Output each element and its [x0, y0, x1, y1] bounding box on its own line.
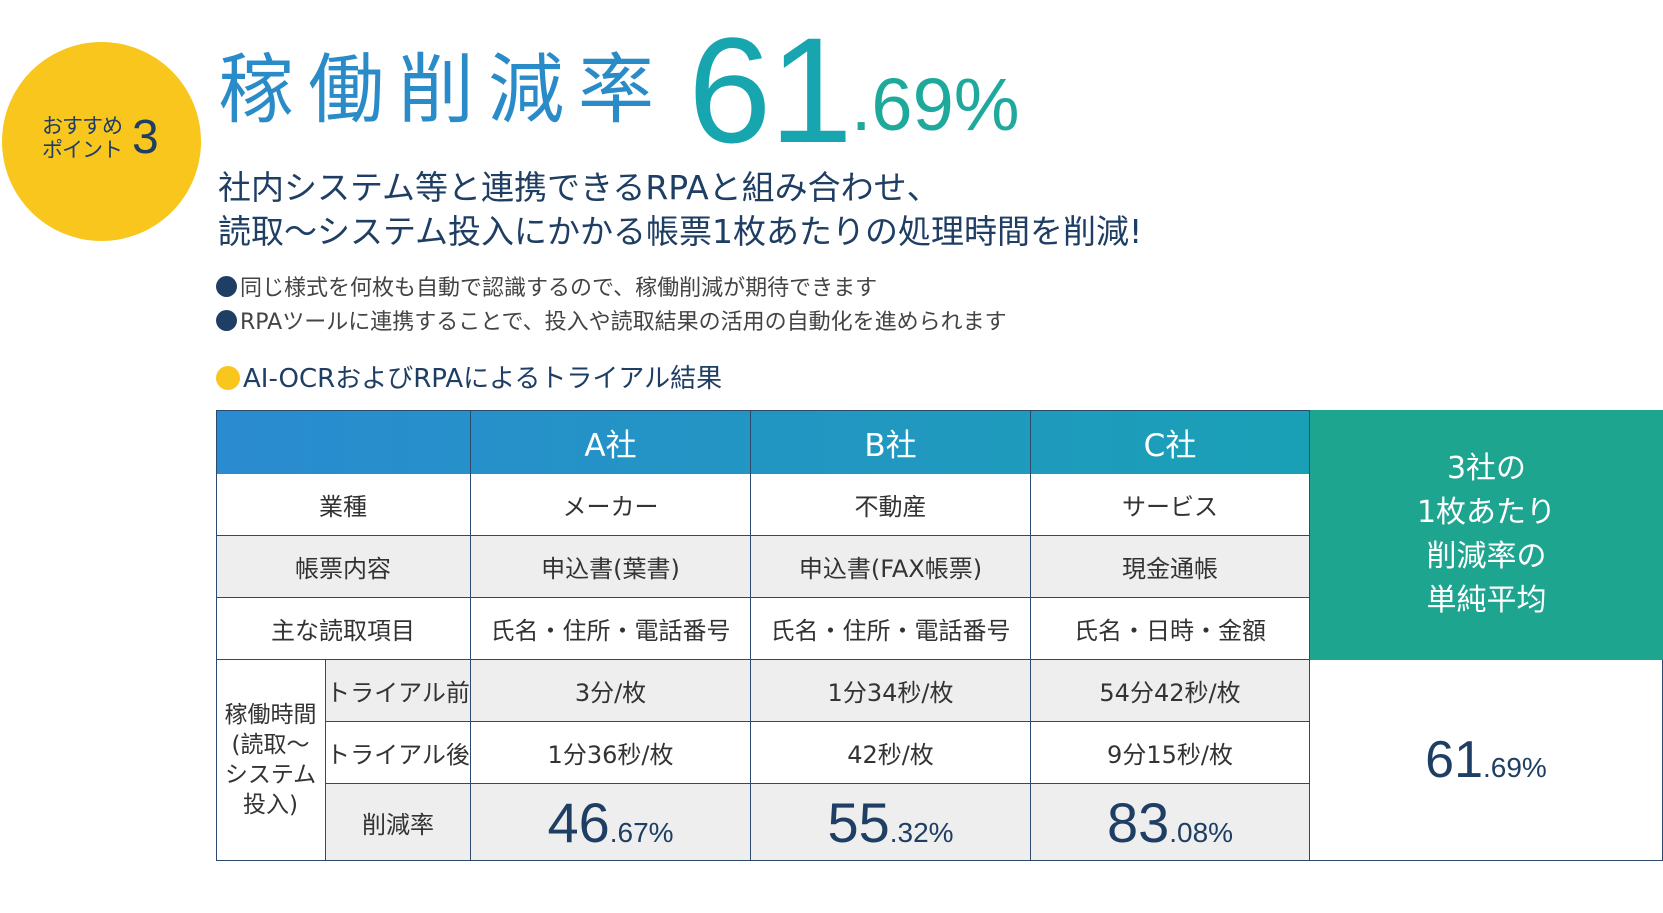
bullet-item: 同じ様式を何枚も自動で認識するので、稼働削減が期待できます — [216, 272, 1007, 306]
group-label-line: 投入) — [243, 792, 298, 818]
table-cell: メーカー — [471, 474, 751, 536]
reduction-dec: .32% — [889, 817, 954, 848]
reduction-cell-a: 46.67% — [471, 784, 751, 861]
reduction-int: 55 — [827, 791, 890, 854]
table-cell: 42秒/枚 — [751, 722, 1031, 784]
table-cell: 氏名・日時・金額 — [1031, 598, 1310, 660]
reduction-dec: .08% — [1169, 817, 1234, 848]
group-label-work-time: 稼働時間 (読取～ システム 投入) — [216, 660, 326, 861]
badge-label-line1: おすすめ — [42, 114, 123, 138]
bullet-text: 同じ様式を何枚も自動で認識するので、稼働削減が期待できます — [240, 276, 878, 301]
badge-number: 3 — [132, 111, 159, 164]
headline-value-int: 61 — [688, 6, 853, 174]
header-company-c: C社 — [1031, 410, 1310, 474]
average-value-cell: 61.69% — [1310, 660, 1663, 861]
average-header-line: 削減率の — [1426, 539, 1547, 574]
row-label-after: トライアル後 — [326, 722, 471, 784]
bullet-dot-icon — [216, 310, 237, 331]
headline: 稼働削減率 61 .69% — [218, 6, 1020, 174]
trial-heading-text: AI-OCRおよびRPAによるトライアル結果 — [243, 364, 723, 394]
reduction-cell-b: 55.32% — [751, 784, 1031, 861]
subheading-line2: 読取～システム投入にかかる帳票1枚あたりの処理時間を削減! — [218, 212, 1143, 251]
table-cell: 現金通帳 — [1031, 536, 1310, 598]
row-label-form-content: 帳票内容 — [216, 536, 471, 598]
table-cell: サービス — [1031, 474, 1310, 536]
reduction-int: 46 — [547, 791, 610, 854]
bullet-text: RPAツールに連携することで、投入や読取結果の活用の自動化を進められます — [240, 310, 1007, 335]
table-cell: 3分/枚 — [471, 660, 751, 722]
group-label-line: システム — [224, 762, 317, 788]
recommend-badge — [2, 42, 201, 241]
table-header-row: A社 B社 C社 — [216, 410, 1310, 474]
row-label-industry: 業種 — [216, 474, 471, 536]
table-cell: 54分42秒/枚 — [1031, 660, 1310, 722]
headline-value-dec: .69% — [850, 63, 1020, 146]
average-value-dec: .69% — [1483, 752, 1547, 783]
table-cell: 申込書(葉書) — [471, 536, 751, 598]
headline-text: 稼働削減率 — [218, 45, 668, 134]
table-cell: 1分36秒/枚 — [471, 722, 751, 784]
header-company-a: A社 — [471, 410, 751, 474]
average-header-line: 3社の — [1446, 451, 1527, 486]
table-cell: 1分34秒/枚 — [751, 660, 1031, 722]
heading-dot-icon — [216, 366, 240, 390]
bullet-dot-icon — [216, 276, 237, 297]
subheading-line1: 社内システム等と連携できるRPAと組み合わせ、 — [218, 168, 940, 207]
subheading: 社内システム等と連携できるRPAと組み合わせ、 読取～システム投入にかかる帳票1… — [218, 166, 1142, 254]
header-blank-cell — [216, 410, 471, 474]
average-value-int: 61 — [1425, 731, 1483, 789]
badge-label: おすすめ ポイント — [30, 114, 134, 162]
reduction-dec: .67% — [609, 817, 674, 848]
average-header-line: 1枚あたり — [1416, 495, 1557, 530]
results-table: A社 B社 C社 3社の 1枚あたり 削減率の 単純平均 業種 メーカー 不動産… — [216, 410, 1663, 861]
row-label-read-items: 主な読取項目 — [216, 598, 471, 660]
table-cell: 氏名・住所・電話番号 — [471, 598, 751, 660]
trial-heading: AI-OCRおよびRPAによるトライアル結果 — [216, 362, 722, 396]
row-label-before: トライアル前 — [326, 660, 471, 722]
group-label-line: 稼働時間 — [224, 702, 317, 728]
bullet-list: 同じ様式を何枚も自動で認識するので、稼働削減が期待できます RPAツールに連携す… — [216, 272, 1007, 340]
group-label-line: (読取～ — [231, 732, 310, 758]
header-company-b: B社 — [751, 410, 1031, 474]
reduction-int: 83 — [1106, 791, 1170, 854]
table-cell: 不動産 — [751, 474, 1031, 536]
table-cell: 9分15秒/枚 — [1031, 722, 1310, 784]
average-header-line: 単純平均 — [1426, 583, 1547, 618]
table-cell: 申込書(FAX帳票) — [751, 536, 1031, 598]
reduction-cell-c: 83.08% — [1031, 784, 1310, 861]
row-label-reduction: 削減率 — [326, 784, 471, 861]
badge-label-line2: ポイント — [42, 138, 123, 162]
bullet-item: RPAツールに連携することで、投入や読取結果の活用の自動化を進められます — [216, 306, 1007, 340]
average-header: 3社の 1枚あたり 削減率の 単純平均 — [1310, 410, 1663, 661]
table-cell: 氏名・住所・電話番号 — [751, 598, 1031, 660]
